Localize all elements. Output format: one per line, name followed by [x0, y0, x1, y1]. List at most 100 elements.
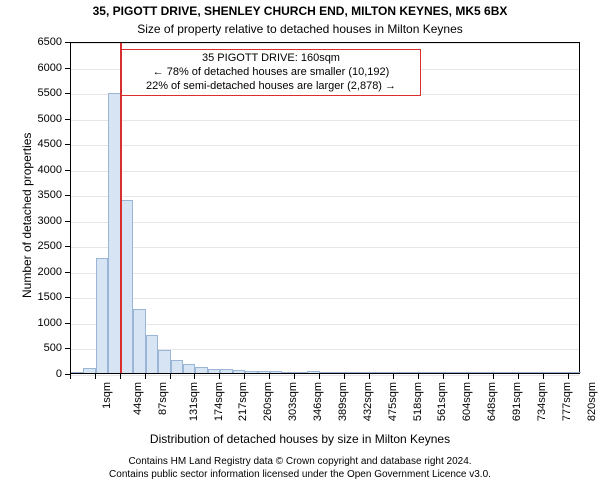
y-tick-label: 3000 [38, 215, 62, 227]
y-tick-label: 6500 [38, 36, 62, 48]
histogram-bar [121, 200, 133, 373]
x-tick-label: 820sqm [586, 382, 598, 421]
histogram-bar [146, 335, 158, 373]
histogram-bar [444, 372, 456, 373]
plot-area: 35 PIGOTT DRIVE: 160sqm ← 78% of detache… [70, 42, 580, 374]
y-tick-label: 4000 [38, 164, 62, 176]
x-tick-label: 561sqm [437, 382, 449, 421]
annotation-line-3: 22% of semi-detached houses are larger (… [126, 80, 416, 94]
x-tick-label: 303sqm [287, 382, 299, 421]
footer-line-1: Contains HM Land Registry data © Crown c… [0, 456, 600, 469]
x-tick-mark [170, 374, 171, 379]
x-tick-label: 648sqm [486, 382, 498, 421]
y-axis-label: Number of detached properties [20, 133, 34, 298]
gridline [71, 222, 579, 223]
x-tick-mark [468, 374, 469, 379]
x-tick-mark [294, 374, 295, 379]
x-tick-label: 518sqm [412, 382, 424, 421]
histogram-bar [195, 367, 207, 373]
histogram-bar [171, 360, 183, 373]
histogram-bar [208, 369, 220, 373]
histogram-bar [133, 309, 145, 373]
x-tick-mark [70, 374, 71, 379]
histogram-bar [394, 372, 406, 373]
histogram-bar [531, 372, 543, 373]
histogram-bar [270, 371, 282, 373]
x-tick-mark [493, 374, 494, 379]
y-tick-label: 5500 [38, 87, 62, 99]
x-tick-label: 475sqm [387, 382, 399, 421]
x-tick-mark [418, 374, 419, 379]
gridline [71, 171, 579, 172]
histogram-bar [71, 372, 83, 373]
histogram-bar [407, 372, 419, 373]
y-tick-label: 2500 [38, 240, 62, 252]
histogram-bar [282, 372, 294, 373]
annotation-box: 35 PIGOTT DRIVE: 160sqm ← 78% of detache… [121, 49, 421, 96]
gridline [71, 43, 579, 44]
x-tick-label: 260sqm [262, 382, 274, 421]
histogram-bar [332, 372, 344, 373]
gridline [71, 145, 579, 146]
x-tick-label: 87sqm [157, 382, 169, 415]
y-tick-label: 3500 [38, 189, 62, 201]
x-tick-mark [95, 374, 96, 379]
gridline [71, 247, 579, 248]
y-tick-label: 1500 [38, 291, 62, 303]
histogram-bar [432, 372, 444, 373]
histogram-bar [357, 372, 369, 373]
x-tick-label: 174sqm [213, 382, 225, 421]
histogram-bar [258, 371, 270, 373]
annotation-line-2: ← 78% of detached houses are smaller (10… [126, 66, 416, 80]
x-tick-label: 44sqm [132, 382, 144, 415]
x-tick-mark [194, 374, 195, 379]
y-tick-label: 5000 [38, 113, 62, 125]
histogram-bar [370, 372, 382, 373]
x-tick-mark [344, 374, 345, 379]
histogram-bar [457, 372, 469, 373]
x-tick-label: 346sqm [312, 382, 324, 421]
x-tick-mark [518, 374, 519, 379]
x-tick-mark [145, 374, 146, 379]
y-tick-label: 0 [56, 368, 62, 380]
x-axis-label: Distribution of detached houses by size … [0, 432, 600, 446]
y-tick-label: 6000 [38, 62, 62, 74]
footer-attribution: Contains HM Land Registry data © Crown c… [0, 456, 600, 481]
x-tick-mark [120, 374, 121, 379]
gridline [71, 196, 579, 197]
x-tick-mark [244, 374, 245, 379]
histogram-bar [96, 258, 108, 373]
histogram-bar [233, 370, 245, 373]
histogram-bar [307, 371, 319, 373]
x-tick-label: 604sqm [461, 382, 473, 421]
histogram-bar [469, 372, 481, 373]
x-tick-label: 1sqm [101, 382, 113, 409]
x-tick-label: 217sqm [238, 382, 250, 421]
x-tick-mark [568, 374, 569, 379]
gridline [71, 298, 579, 299]
y-tick-label: 500 [44, 342, 62, 354]
gridline [71, 120, 579, 121]
histogram-bar [345, 372, 357, 373]
chart-title-line2: Size of property relative to detached ho… [0, 22, 600, 36]
histogram-bar [556, 372, 568, 373]
chart-title-line1: 35, PIGOTT DRIVE, SHENLEY CHURCH END, MI… [0, 4, 600, 18]
gridline [71, 375, 579, 376]
x-tick-mark [219, 374, 220, 379]
histogram-bar [245, 371, 257, 373]
x-tick-label: 131sqm [188, 382, 200, 421]
x-tick-mark [369, 374, 370, 379]
gridline [71, 324, 579, 325]
histogram-bar [569, 372, 581, 373]
y-tick-label: 4500 [38, 138, 62, 150]
histogram-bar [506, 372, 518, 373]
x-tick-label: 734sqm [536, 382, 548, 421]
annotation-line-1: 35 PIGOTT DRIVE: 160sqm [126, 52, 416, 66]
histogram-bar [419, 372, 431, 373]
footer-line-2: Contains public sector information licen… [0, 469, 600, 482]
x-tick-label: 432sqm [362, 382, 374, 421]
x-tick-label: 389sqm [337, 382, 349, 421]
x-tick-mark [319, 374, 320, 379]
histogram-bar [295, 372, 307, 373]
histogram-bar [481, 372, 493, 373]
